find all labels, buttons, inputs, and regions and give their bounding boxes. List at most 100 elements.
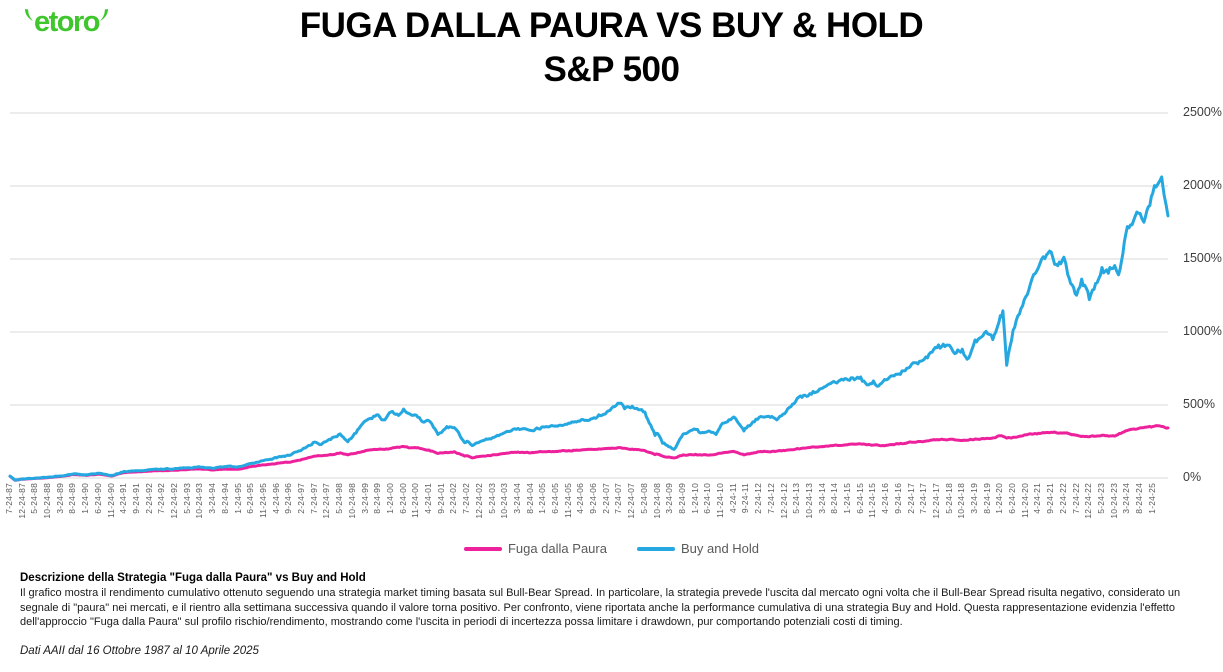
- x-tick-label: 9-24-21: [1045, 483, 1056, 514]
- x-tick-label: 7-24-92: [156, 483, 167, 514]
- x-tick-label: 8-24-94: [219, 483, 230, 514]
- x-tick-label: 11-24-15: [867, 483, 878, 518]
- x-tick-label: 4-24-06: [575, 483, 586, 514]
- x-tick-label: 3-24-04: [511, 483, 522, 514]
- x-tick-label: 2-24-12: [753, 483, 764, 514]
- x-tick-label: 10-24-03: [499, 483, 510, 519]
- y-tick-label: 500%: [1183, 397, 1215, 411]
- x-tick-label: 4-24-11: [727, 483, 738, 514]
- x-tick-label: 6-24-10: [702, 483, 713, 514]
- data-source-note: Dati AAII dal 16 Ottobre 1987 al 10 Apri…: [20, 645, 259, 657]
- x-tick-label: 11-24-90: [105, 483, 116, 518]
- x-tick-label: 10-24-93: [194, 483, 205, 519]
- x-tick-label: 7-24-02: [461, 483, 472, 514]
- x-tick-label: 9-24-16: [892, 483, 903, 514]
- y-tick-label: 0%: [1183, 470, 1202, 484]
- x-tick-label: 1-24-10: [689, 483, 700, 514]
- x-tick-label: 5-24-88: [29, 483, 40, 514]
- x-tick-label: 11-24-10: [715, 483, 726, 518]
- title-block: FUGA DALLA PAURA VS BUY & HOLD S&P 500: [0, 4, 1223, 92]
- strategy-description: Descrizione della Strategia "Fuga dalla …: [20, 572, 1208, 630]
- description-heading: Descrizione della Strategia "Fuga dalla …: [20, 572, 366, 584]
- legend-label: Buy and Hold: [680, 541, 760, 556]
- x-tick-label: 8-24-89: [67, 483, 78, 514]
- x-tick-label: 4-24-01: [423, 483, 433, 514]
- x-tick-label: 1-24-15: [842, 483, 853, 514]
- x-tick-label: 8-24-04: [524, 483, 535, 514]
- x-tick-label: 3-24-09: [664, 483, 675, 514]
- x-tick-label: 1-24-20: [994, 483, 1005, 514]
- x-tick-label: 10-24-08: [651, 483, 662, 519]
- x-tick-label: 2-24-92: [143, 483, 154, 514]
- y-tick-label: 1000%: [1183, 324, 1222, 338]
- x-tick-label: 6-24-15: [854, 483, 865, 514]
- x-tick-label: 6-24-05: [549, 483, 560, 514]
- legend-item-buy-and-hold: Buy and Hold: [636, 541, 760, 556]
- legend-item-fuga-dalla-paura: Fuga dalla Paura: [463, 541, 607, 556]
- x-tick-label: 3-24-14: [816, 483, 827, 514]
- x-tick-label: 5-24-03: [486, 483, 497, 514]
- y-tick-label: 2000%: [1183, 178, 1222, 192]
- x-tick-label: 2-24-22: [1057, 483, 1068, 514]
- x-tick-label: 7-24-07: [613, 483, 624, 514]
- x-tick-label: 1-24-95: [232, 483, 243, 514]
- x-tick-label: 9-24-91: [130, 483, 141, 514]
- x-tick-label: 10-24-13: [803, 483, 814, 519]
- x-tick-label: 7-24-17: [918, 483, 929, 514]
- legend-swatch-pink: [463, 546, 502, 551]
- x-tick-label: 9-24-11: [740, 483, 751, 514]
- x-tick-label: 10-24-18: [956, 483, 967, 519]
- x-tick-label: 10-24-88: [42, 483, 53, 519]
- x-tick-label: 11-24-00: [410, 483, 421, 518]
- x-tick-label: 5-24-18: [943, 483, 954, 514]
- description-body: Il grafico mostra il rendimento cumulati…: [20, 587, 1181, 629]
- x-tick-label: 9-24-06: [588, 483, 599, 514]
- x-tick-label: 12-24-17: [930, 483, 941, 519]
- legend-swatch-blue: [636, 546, 675, 551]
- x-tick-label: 8-24-14: [829, 483, 840, 514]
- x-tick-label: 4-24-91: [118, 483, 129, 514]
- page-subtitle: S&P 500: [543, 50, 680, 89]
- x-tick-label: 7-24-97: [308, 483, 319, 514]
- x-tick-label: 5-24-98: [334, 483, 345, 514]
- x-tick-label: 9-24-96: [283, 483, 294, 514]
- x-tick-label: 3-24-94: [207, 483, 218, 514]
- x-tick-label: 7-24-22: [1070, 483, 1081, 514]
- etoro-logo: etoro: [24, 6, 109, 38]
- x-tick-label: 12-24-02: [473, 483, 484, 519]
- x-tick-label: 5-24-23: [1095, 483, 1106, 514]
- chart-legend: Fuga dalla Paura Buy and Hold: [0, 541, 1223, 556]
- y-tick-label: 2500%: [1183, 105, 1222, 119]
- x-tick-label: 3-24-19: [969, 483, 979, 514]
- x-tick-label: 4-24-96: [270, 483, 281, 514]
- logo-text: etoro: [34, 6, 101, 38]
- series-line-buy-and-hold: [8, 175, 1170, 482]
- bull-horn-icon-right: [100, 9, 108, 21]
- series-line-fuga-dalla-paura: [8, 424, 1170, 482]
- x-tick-label: 8-24-99: [372, 483, 383, 514]
- x-tick-label: 4-24-16: [880, 483, 891, 514]
- x-tick-label: 8-24-19: [981, 483, 992, 514]
- page-title: FUGA DALLA PAURA VS BUY & HOLD: [299, 6, 924, 45]
- x-tick-label: 7-24-12: [765, 483, 776, 514]
- x-tick-label: 1-24-05: [537, 483, 548, 514]
- legend-label: Fuga dalla Paura: [507, 541, 607, 556]
- x-tick-label: 10-24-23: [1108, 483, 1119, 519]
- x-tick-label: 3-24-99: [359, 483, 370, 514]
- bull-horn-icon-left: [25, 9, 33, 21]
- x-tick-label: 2-24-97: [296, 483, 307, 514]
- x-tick-label: 5-24-93: [181, 483, 192, 514]
- x-tick-label: 11-24-95: [257, 483, 268, 518]
- x-tick-label: 3-24-24: [1121, 483, 1132, 514]
- x-tick-label: 6-24-95: [245, 483, 256, 514]
- x-tick-label: 1-24-90: [80, 483, 91, 514]
- x-tick-label: 9-24-01: [435, 483, 446, 514]
- x-tick-label: 3-24-89: [54, 483, 65, 514]
- x-tick-label: 4-24-21: [1032, 483, 1043, 514]
- x-tick-label: 8-24-24: [1134, 483, 1145, 514]
- x-tick-label: 2-24-07: [600, 483, 611, 514]
- x-tick-label: 2-24-17: [905, 483, 916, 514]
- x-tick-label: 12-24-97: [321, 483, 332, 519]
- x-tick-label: 5-24-08: [638, 483, 649, 514]
- x-tick-label: 5-24-13: [791, 483, 802, 514]
